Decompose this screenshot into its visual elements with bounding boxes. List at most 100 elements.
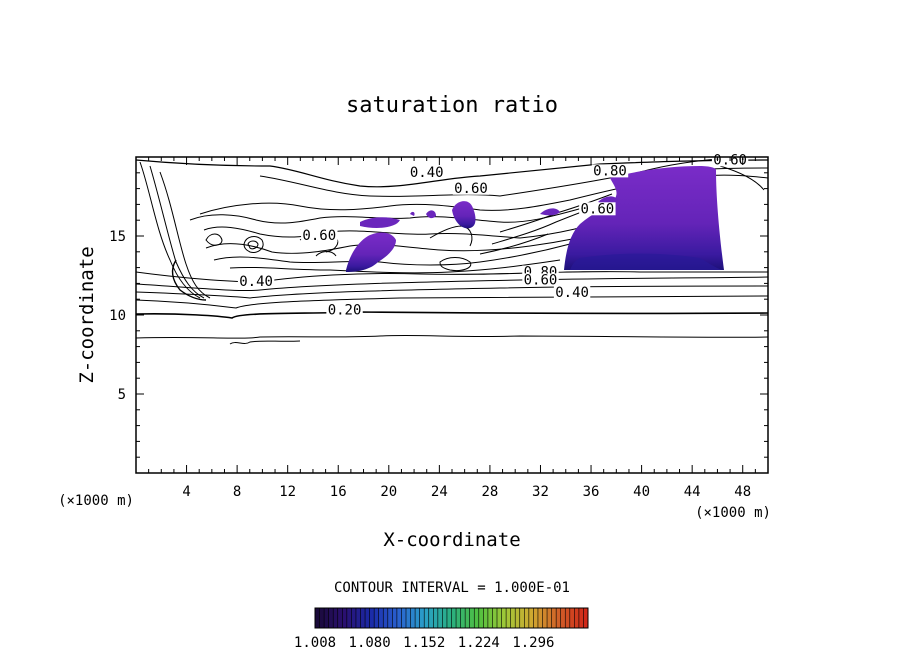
colorbar-swatch <box>442 608 448 628</box>
colorbar-swatch <box>537 608 543 628</box>
contour-label-bg <box>301 229 338 243</box>
contour-label-bg <box>408 165 445 179</box>
contour-interval-text: CONTOUR INTERVAL = 1.000E-01 <box>334 580 570 596</box>
x-tick-label: 4 <box>182 484 190 500</box>
contour-label: 0.40 <box>410 165 444 181</box>
colorbar-swatch <box>383 608 389 628</box>
colorbar-swatch <box>492 608 498 628</box>
colorbar-swatch <box>401 608 407 628</box>
contour-label: 0.40 <box>555 285 589 301</box>
supersaturation-shading <box>346 166 724 272</box>
contour-label-bg <box>326 303 363 317</box>
colorbar-swatch <box>460 608 466 628</box>
colorbar-swatch <box>524 608 530 628</box>
colorbar-swatch <box>578 608 584 628</box>
colorbar-swatch <box>583 608 589 628</box>
colorbar-swatch <box>419 608 425 628</box>
colorbar-swatch <box>360 608 366 628</box>
contour-label: 0.80 <box>593 163 627 179</box>
colorbar-frame <box>314 607 589 629</box>
contour-label: 0.60 <box>454 181 488 197</box>
colorbar-swatch <box>474 608 480 628</box>
colorbar-swatch <box>333 608 339 628</box>
colorbar-tick-label: 1.224 <box>458 635 500 651</box>
colorbar-swatch <box>519 608 525 628</box>
x-unit-label-right: (×1000 m) <box>695 505 771 521</box>
colorbar-swatch <box>487 608 493 628</box>
contour-label-bg <box>579 202 616 216</box>
y-tick-label: 5 <box>118 387 126 403</box>
colorbar-swatch <box>510 608 516 628</box>
colorbar-tick-label: 1.008 <box>294 635 336 651</box>
colorbar-swatch <box>437 608 443 628</box>
contour-label-bg <box>591 164 629 178</box>
chart-title: saturation ratio <box>346 93 558 118</box>
contour-label: 0.60 <box>524 272 558 288</box>
contour-label: 0.60 <box>581 201 615 217</box>
contour-label-bg <box>237 274 275 288</box>
colorbar-swatch <box>428 608 434 628</box>
colorbar-swatch <box>315 608 320 628</box>
x-tick-label: 12 <box>279 484 296 500</box>
y-tick-label: 10 <box>109 308 126 324</box>
x-tick-label: 48 <box>734 484 751 500</box>
colorbar-swatch <box>469 608 475 628</box>
colorbar-swatch <box>501 608 507 628</box>
colorbar-swatch <box>410 608 416 628</box>
colorbar-swatch <box>528 608 534 628</box>
x-unit-label-left: (×1000 m) <box>58 493 134 509</box>
colorbar-swatch <box>324 608 330 628</box>
colorbar-swatch <box>355 608 361 628</box>
colorbar-swatch <box>433 608 439 628</box>
colorbar-swatch <box>328 608 334 628</box>
colorbar-tick-label: 1.080 <box>349 635 391 651</box>
colorbar-swatch <box>319 608 325 628</box>
colorbar-swatch <box>374 608 380 628</box>
x-tick-label: 36 <box>583 484 600 500</box>
colorbar-swatch <box>515 608 521 628</box>
colorbar-swatch <box>369 608 375 628</box>
y-axis-title: Z-coordinate <box>76 246 98 383</box>
colorbar-swatch <box>560 608 566 628</box>
colorbar-swatch <box>387 608 393 628</box>
colorbar-swatch <box>569 608 575 628</box>
colorbar-swatch <box>346 608 352 628</box>
contour-label: 0.40 <box>239 274 273 290</box>
colorbar-swatch <box>574 608 580 628</box>
colorbar: 1.008 1.080 1.152 1.224 1.296 <box>294 607 589 651</box>
contour-label: 0.60 <box>302 228 336 244</box>
colorbar-swatch <box>506 608 512 628</box>
colorbar-swatch <box>478 608 484 628</box>
colorbar-swatch <box>351 608 357 628</box>
colorbar-swatch <box>451 608 457 628</box>
colorbar-swatch <box>551 608 557 628</box>
colorbar-swatch <box>542 608 548 628</box>
colorbar-swatch <box>497 608 502 628</box>
x-tick-label: 20 <box>380 484 397 500</box>
x-tick-label: 24 <box>431 484 448 500</box>
colorbar-swatch <box>456 608 461 628</box>
colorbar-swatch <box>415 608 421 628</box>
x-tick-label: 44 <box>684 484 701 500</box>
colorbar-swatch <box>556 608 562 628</box>
colorbar-swatch <box>392 608 398 628</box>
colorbar-swatch <box>547 608 552 628</box>
colorbar-swatch <box>342 608 348 628</box>
contour-label-bg <box>452 181 490 195</box>
colorbar-swatch <box>396 608 402 628</box>
x-axis-title: X-coordinate <box>383 529 520 551</box>
x-tick-label: 28 <box>481 484 498 500</box>
colorbar-swatch <box>337 608 343 628</box>
x-tick-label: 40 <box>633 484 650 500</box>
colorbar-swatch <box>565 608 571 628</box>
y-tick-label: 15 <box>109 229 126 245</box>
contour-label-bg <box>522 273 559 287</box>
colorbar-swatch <box>533 608 539 628</box>
contour-label-bg <box>553 286 591 300</box>
colorbar-tick-label: 1.152 <box>403 635 445 651</box>
colorbar-tick-label: 1.296 <box>512 635 554 651</box>
colorbar-swatch <box>406 608 411 628</box>
contour-label: 0.20 <box>328 302 362 318</box>
